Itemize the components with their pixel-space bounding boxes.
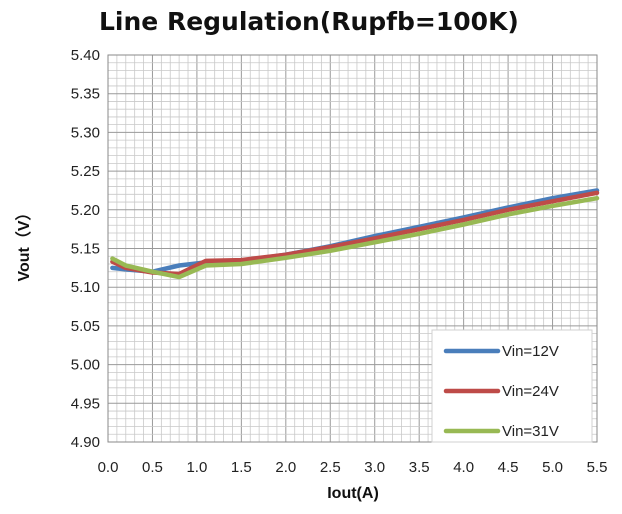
x-tick-label: 4.0 (453, 459, 474, 476)
plot-border (107, 54, 598, 443)
x-axis-ticks: 0.0 0.5 1.0 1.5 2.0 2.5 3.0 3.5 4.0 4.5 5.0 5.5 (98, 459, 608, 476)
series-lines (110, 188, 600, 280)
x-tick-label: 1.0 (186, 459, 207, 476)
series-line-3 (110, 195, 600, 280)
x-tick-label: 4.5 (498, 459, 519, 476)
legend: Vin=12V Vin=24V Vin=31V (431, 329, 593, 443)
y-axis-label: Vout（V） (15, 204, 33, 281)
x-tick-label: 1.5 (231, 459, 252, 476)
grid (107, 54, 598, 443)
x-tick-label: 5.0 (542, 459, 563, 476)
x-tick-label: 2.5 (320, 459, 341, 476)
y-tick-label: 5.10 (71, 279, 100, 296)
y-tick-label: 5.15 (71, 241, 100, 258)
y-tick-label: 4.90 (71, 434, 100, 451)
legend-label: Vin=12V (502, 343, 559, 360)
legend-box (431, 329, 593, 443)
y-tick-label: 5.40 (71, 47, 100, 64)
y-tick-label: 5.00 (71, 357, 100, 374)
x-tick-label: 3.0 (364, 459, 385, 476)
y-tick-label: 4.95 (71, 395, 100, 412)
x-tick-label: 2.0 (275, 459, 296, 476)
y-tick-label: 5.30 (71, 124, 100, 141)
x-tick-label: 0.5 (142, 459, 163, 476)
chart-title: Line Regulation(Rupfb=100K) (99, 7, 519, 36)
x-tick-label: 3.5 (409, 459, 430, 476)
y-axis-ticks: 4.90 4.95 5.00 5.05 5.10 5.15 5.20 5.25 5.30 5.35… (71, 47, 100, 451)
legend-label: Vin=31V (502, 423, 559, 440)
x-tick-label: 5.5 (587, 459, 608, 476)
x-axis-label: Iout(A) (327, 485, 379, 502)
y-tick-label: 5.25 (71, 163, 100, 180)
y-tick-label: 5.05 (71, 318, 100, 335)
y-tick-label: 5.20 (71, 202, 100, 219)
legend-label: Vin=24V (502, 383, 559, 400)
y-tick-label: 5.35 (71, 86, 100, 103)
x-tick-label: 0.0 (98, 459, 119, 476)
